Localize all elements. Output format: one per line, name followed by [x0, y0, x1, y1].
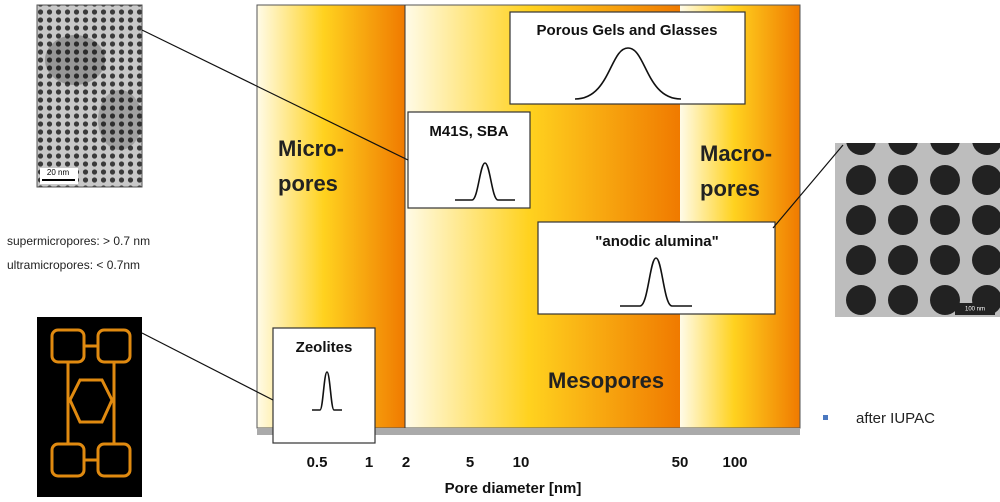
zeolite-image — [37, 317, 142, 497]
tick-label: 0.5 — [307, 454, 328, 471]
footnote: after IUPAC — [856, 410, 935, 427]
axis-title: Pore diameter [nm] — [445, 480, 582, 497]
region-label: Mesopores — [548, 368, 664, 393]
sem-image: 100 nm — [835, 143, 1000, 317]
tick-label: 5 — [466, 454, 474, 471]
axis: 0.5 1 2 5 10 50 100 Pore diameter [nm] — [307, 454, 748, 497]
box-label: M41S, SBA — [429, 123, 508, 140]
region-label: pores — [278, 171, 338, 196]
box-label: "anodic alumina" — [595, 233, 718, 250]
tick-label: 100 — [722, 454, 747, 471]
tick-label: 50 — [672, 454, 689, 471]
scale-label: 100 nm — [965, 307, 985, 313]
bullet — [823, 415, 828, 420]
box-label: Zeolites — [296, 339, 353, 356]
scale-label: 20 nm — [47, 168, 70, 177]
region-label: Macro- — [700, 141, 772, 166]
connector — [142, 333, 273, 400]
note: ultramicropores: < 0.7nm — [7, 258, 140, 272]
region-label: Micro- — [278, 136, 344, 161]
tem-image: 20 nm — [37, 5, 142, 187]
note: supermicropores: > 0.7 nm — [7, 234, 150, 248]
tick-label: 1 — [365, 454, 373, 471]
box-label: Porous Gels and Glasses — [537, 22, 718, 39]
tick-label: 2 — [402, 454, 410, 471]
tick-label: 10 — [513, 454, 530, 471]
region-label: pores — [700, 176, 760, 201]
slide: Micro- pores Macro- pores Mesopores Poro… — [0, 0, 1000, 502]
